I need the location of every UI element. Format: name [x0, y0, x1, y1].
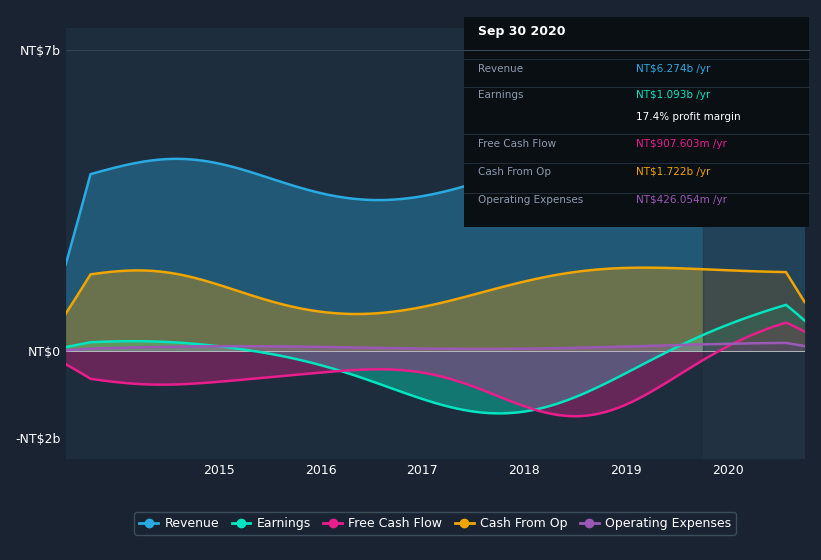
- Bar: [703, 28, 805, 459]
- Text: Operating Expenses: Operating Expenses: [478, 195, 583, 206]
- Text: Cash From Op: Cash From Op: [478, 167, 551, 177]
- Text: Sep 30 2020: Sep 30 2020: [478, 25, 565, 38]
- Text: NT$1.722b /yr: NT$1.722b /yr: [636, 167, 711, 177]
- Text: 17.4% profit margin: 17.4% profit margin: [636, 113, 741, 122]
- Text: Free Cash Flow: Free Cash Flow: [478, 139, 556, 148]
- Text: NT$1.093b /yr: NT$1.093b /yr: [636, 90, 710, 100]
- Text: Earnings: Earnings: [478, 90, 523, 100]
- Text: NT$907.603m /yr: NT$907.603m /yr: [636, 139, 727, 148]
- Text: NT$426.054m /yr: NT$426.054m /yr: [636, 195, 727, 206]
- Text: Revenue: Revenue: [478, 64, 523, 74]
- Text: NT$6.274b /yr: NT$6.274b /yr: [636, 64, 711, 74]
- Legend: Revenue, Earnings, Free Cash Flow, Cash From Op, Operating Expenses: Revenue, Earnings, Free Cash Flow, Cash …: [135, 512, 736, 535]
